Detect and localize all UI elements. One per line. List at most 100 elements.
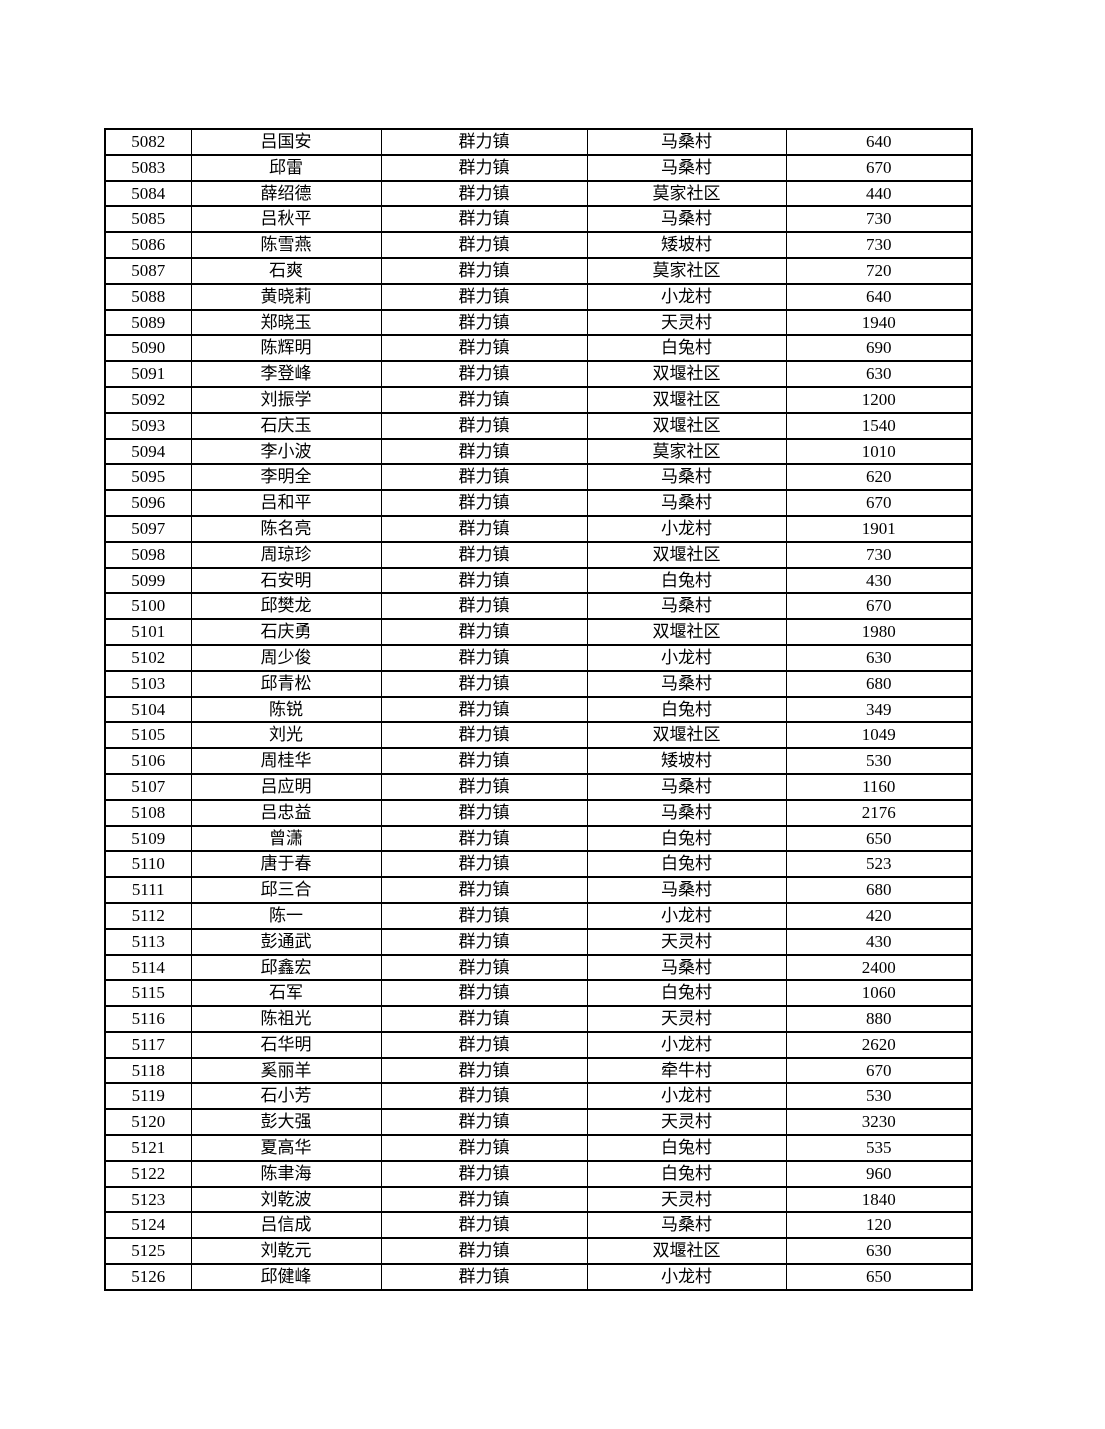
cell-amount: 650 <box>785 824 973 853</box>
cell-amount: 680 <box>785 876 973 904</box>
cell-amount: 720 <box>785 256 973 285</box>
table-row: 5100 邱樊龙 群力镇 马桑村 670 <box>104 592 973 621</box>
cell-id: 5091 <box>104 360 192 388</box>
cell-person-name: 李小波 <box>190 437 382 466</box>
cell-person-name: 陈一 <box>190 901 382 930</box>
table-row: 5082 吕国安 群力镇 马桑村 640 <box>104 128 973 156</box>
cell-town: 群力镇 <box>380 153 588 182</box>
cell-id: 5124 <box>104 1211 192 1240</box>
cell-person-name: 陈雪燕 <box>190 231 382 259</box>
cell-id: 5126 <box>104 1263 192 1291</box>
cell-village: 白兔村 <box>586 850 787 879</box>
cell-town: 群力镇 <box>380 798 588 827</box>
table-row: 5091 李登峰 群力镇 双堰社区 630 <box>104 360 973 388</box>
cell-town: 群力镇 <box>380 747 588 775</box>
table-row: 5085 吕秋平 群力镇 马桑村 730 <box>104 205 973 234</box>
cell-person-name: 邱青松 <box>190 669 382 698</box>
cell-town: 群力镇 <box>380 1237 588 1266</box>
cell-amount: 680 <box>785 669 973 698</box>
table-row: 5106 周桂华 群力镇 矮坡村 530 <box>104 747 973 775</box>
cell-village: 天灵村 <box>586 927 787 956</box>
cell-village: 马桑村 <box>586 953 787 982</box>
cell-town: 群力镇 <box>380 463 588 492</box>
cell-village: 莫家社区 <box>586 437 787 466</box>
table-row: 5083 邱雷 群力镇 马桑村 670 <box>104 153 973 182</box>
cell-amount: 1540 <box>785 411 973 440</box>
cell-person-name: 石安明 <box>190 566 382 595</box>
cell-town: 群力镇 <box>380 566 588 595</box>
table-row: 5107 吕应明 群力镇 马桑村 1160 <box>104 772 973 801</box>
table-row: 5124 吕信成 群力镇 马桑村 120 <box>104 1211 973 1240</box>
cell-amount: 430 <box>785 566 973 595</box>
cell-amount: 670 <box>785 153 973 182</box>
cell-amount: 630 <box>785 1237 973 1266</box>
cell-village: 小龙村 <box>586 1082 787 1111</box>
cell-town: 群力镇 <box>380 1082 588 1111</box>
cell-town: 群力镇 <box>380 695 588 724</box>
cell-village: 马桑村 <box>586 798 787 827</box>
cell-id: 5087 <box>104 256 192 285</box>
table-row: 5093 石庆玉 群力镇 双堰社区 1540 <box>104 411 973 440</box>
cell-village: 马桑村 <box>586 669 787 698</box>
cell-village: 小龙村 <box>586 901 787 930</box>
cell-village: 牵牛村 <box>586 1056 787 1085</box>
cell-id: 5108 <box>104 798 192 827</box>
cell-person-name: 吕国安 <box>190 128 382 156</box>
cell-person-name: 邱三合 <box>190 876 382 904</box>
cell-person-name: 邱鑫宏 <box>190 953 382 982</box>
cell-id: 5104 <box>104 695 192 724</box>
cell-id: 5116 <box>104 1005 192 1033</box>
roster-table-container: 5082 吕国安 群力镇 马桑村 640 5083 邱雷 群力镇 马桑村 670… <box>104 128 973 1291</box>
cell-town: 群力镇 <box>380 437 588 466</box>
table-row: 5098 周琼珍 群力镇 双堰社区 730 <box>104 540 973 569</box>
cell-amount: 670 <box>785 1056 973 1085</box>
table-row: 5111 邱三合 群力镇 马桑村 680 <box>104 876 973 904</box>
cell-town: 群力镇 <box>380 876 588 904</box>
table-row: 5105 刘光 群力镇 双堰社区 1049 <box>104 721 973 750</box>
cell-village: 小龙村 <box>586 1263 787 1291</box>
table-row: 5084 薛绍德 群力镇 莫家社区 440 <box>104 179 973 208</box>
table-row: 5099 石安明 群力镇 白兔村 430 <box>104 566 973 595</box>
table-row: 5121 夏高华 群力镇 白兔村 535 <box>104 1134 973 1162</box>
table-row: 5104 陈锐 群力镇 白兔村 349 <box>104 695 973 724</box>
cell-town: 群力镇 <box>380 128 588 156</box>
table-row: 5117 石华明 群力镇 小龙村 2620 <box>104 1030 973 1059</box>
cell-person-name: 奚丽羊 <box>190 1056 382 1085</box>
cell-town: 群力镇 <box>380 824 588 853</box>
cell-person-name: 陈名亮 <box>190 514 382 543</box>
cell-village: 白兔村 <box>586 1134 787 1162</box>
cell-amount: 120 <box>785 1211 973 1240</box>
cell-amount: 3230 <box>785 1108 973 1137</box>
cell-town: 群力镇 <box>380 721 588 750</box>
cell-id: 5095 <box>104 463 192 492</box>
cell-person-name: 刘乾元 <box>190 1237 382 1266</box>
cell-amount: 730 <box>785 231 973 259</box>
cell-person-name: 石华明 <box>190 1030 382 1059</box>
cell-amount: 349 <box>785 695 973 724</box>
cell-person-name: 曾潇 <box>190 824 382 853</box>
cell-person-name: 邱雷 <box>190 153 382 182</box>
cell-village: 马桑村 <box>586 1211 787 1240</box>
cell-person-name: 刘乾波 <box>190 1185 382 1214</box>
cell-town: 群力镇 <box>380 1211 588 1240</box>
cell-town: 群力镇 <box>380 1134 588 1162</box>
cell-person-name: 刘振学 <box>190 385 382 414</box>
cell-town: 群力镇 <box>380 231 588 259</box>
cell-village: 矮坡村 <box>586 231 787 259</box>
cell-town: 群力镇 <box>380 540 588 569</box>
cell-amount: 535 <box>785 1134 973 1162</box>
cell-village: 白兔村 <box>586 695 787 724</box>
cell-amount: 690 <box>785 334 973 363</box>
cell-village: 白兔村 <box>586 1159 787 1188</box>
cell-id: 5120 <box>104 1108 192 1137</box>
table-row: 5112 陈一 群力镇 小龙村 420 <box>104 901 973 930</box>
cell-person-name: 陈聿海 <box>190 1159 382 1188</box>
cell-village: 马桑村 <box>586 128 787 156</box>
cell-id: 5097 <box>104 514 192 543</box>
cell-person-name: 夏高华 <box>190 1134 382 1162</box>
cell-village: 马桑村 <box>586 153 787 182</box>
cell-village: 白兔村 <box>586 824 787 853</box>
cell-town: 群力镇 <box>380 1030 588 1059</box>
cell-person-name: 陈辉明 <box>190 334 382 363</box>
cell-id: 5083 <box>104 153 192 182</box>
